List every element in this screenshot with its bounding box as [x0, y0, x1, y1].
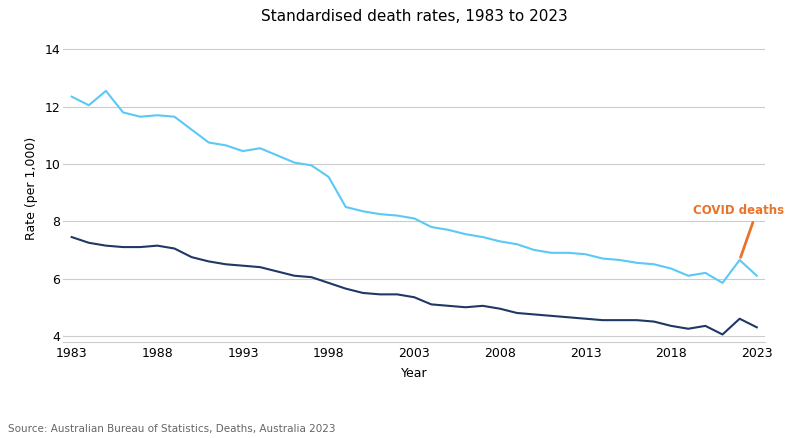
Title: Standardised death rates, 1983 to 2023: Standardised death rates, 1983 to 2023	[261, 9, 567, 24]
X-axis label: Year: Year	[401, 367, 428, 380]
Y-axis label: Rate (per 1,000): Rate (per 1,000)	[24, 137, 38, 240]
Text: COVID deaths peak: COVID deaths peak	[694, 204, 789, 258]
Text: Source: Australian Bureau of Statistics, Deaths, Australia 2023: Source: Australian Bureau of Statistics,…	[8, 424, 335, 434]
Legend: Males, Females: Males, Females	[318, 434, 510, 438]
